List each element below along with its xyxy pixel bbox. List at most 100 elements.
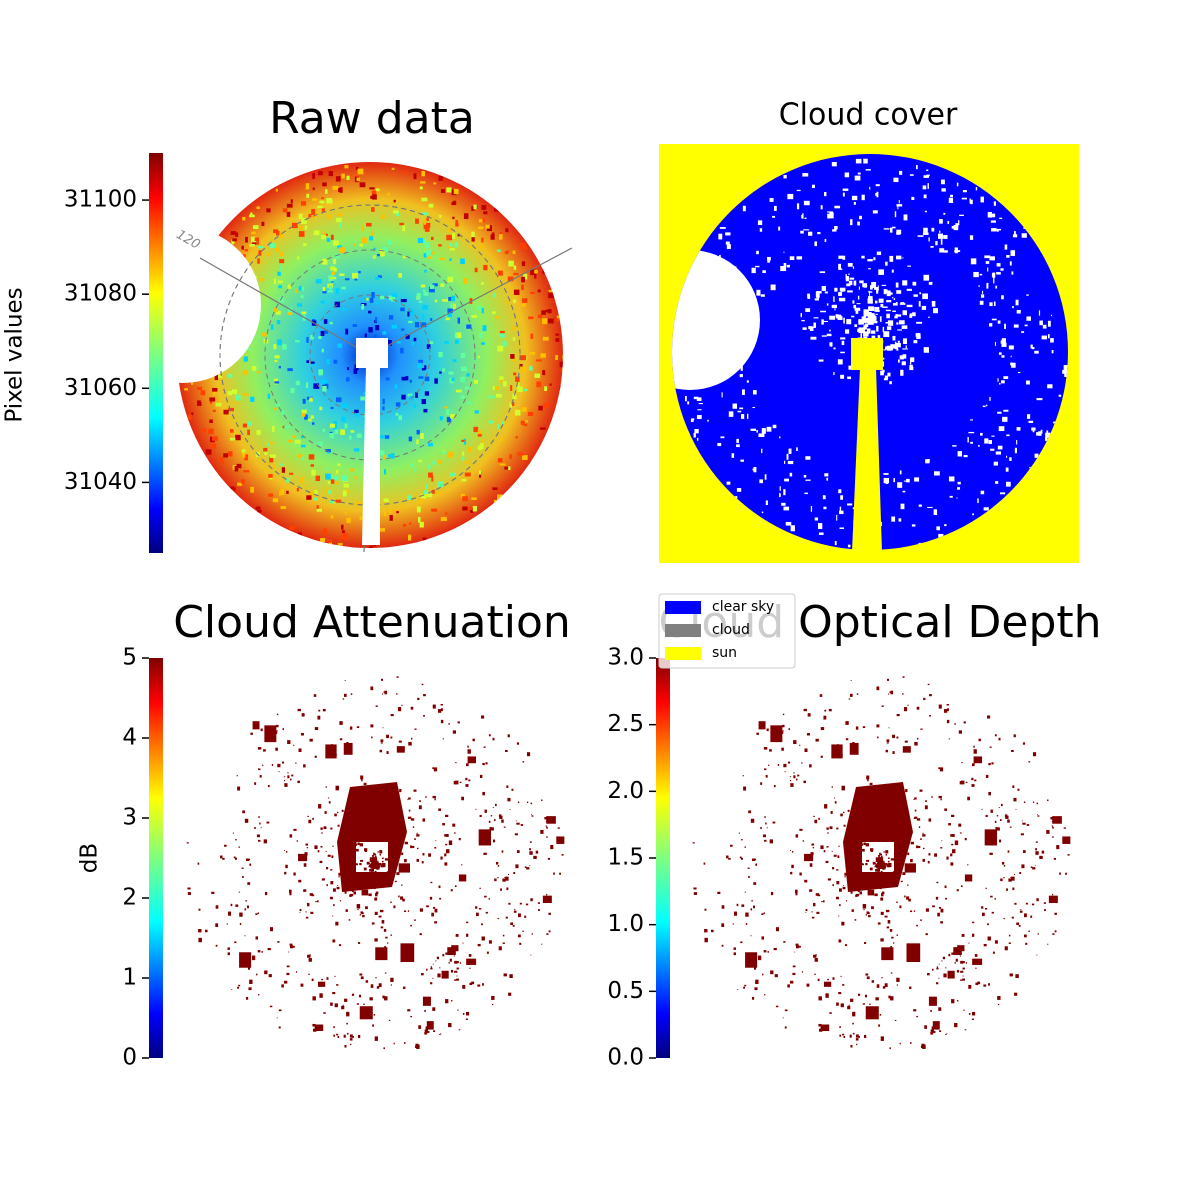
cloud-speck (282, 728, 284, 731)
cloud-speck (892, 734, 895, 739)
speckle (254, 237, 260, 242)
cloud-speck (880, 897, 884, 901)
cloud-speck (877, 869, 880, 872)
cloud-speck (865, 973, 869, 976)
cloud-speck (933, 509, 938, 515)
speckle (341, 524, 344, 530)
cloud-speck (832, 977, 835, 980)
cloud-speck (925, 908, 929, 912)
cloud-speck (795, 834, 799, 838)
cloud-speck (813, 322, 817, 328)
speckle (370, 230, 374, 237)
speckle (326, 539, 333, 543)
cloud-speck (293, 744, 295, 746)
cloud-speck (1013, 231, 1016, 237)
cloud-speck (869, 782, 873, 786)
speckle (479, 245, 483, 249)
cloud-speck (845, 738, 849, 741)
cloud-speck (944, 885, 947, 889)
cloud-speck (197, 862, 200, 865)
cloud-speck (380, 815, 384, 819)
cloud-speck (261, 951, 264, 953)
speckle (430, 236, 434, 240)
cloud-speck (412, 826, 415, 829)
speckle (351, 547, 357, 548)
speckle (390, 453, 395, 459)
speckle (411, 342, 415, 346)
speckle (287, 368, 293, 372)
cloud-speck (482, 762, 485, 766)
speckle (521, 276, 525, 283)
cloud-speck (744, 984, 747, 987)
speckle (493, 499, 498, 504)
cloud-speck (875, 863, 877, 864)
cloud-speck (766, 728, 769, 732)
cloud-speck (1023, 801, 1026, 804)
cloud-speck (1051, 825, 1054, 827)
cloud-speck (829, 329, 831, 332)
speckle (424, 376, 430, 382)
cloud-speck (1035, 841, 1038, 843)
cloud-speck (1067, 854, 1070, 856)
cloud-speck (278, 771, 280, 773)
speckle (396, 341, 401, 344)
speckle (286, 211, 291, 217)
speckle (339, 222, 342, 228)
speckle (330, 500, 336, 504)
speckle (313, 230, 320, 236)
cloud-speck (975, 982, 979, 986)
cloud-speck (925, 459, 930, 464)
cloud-speck (902, 354, 907, 359)
cloud-speck (909, 986, 912, 989)
cloud-speck (978, 285, 980, 288)
speckle (382, 246, 389, 253)
cloud-speck (789, 256, 795, 261)
cloud-speck (454, 979, 457, 981)
cloud-speck (863, 842, 866, 846)
speckle (492, 292, 496, 298)
speckle (415, 392, 418, 398)
cloud-speck (337, 1035, 340, 1038)
cloud-speck (738, 328, 741, 330)
cloud-speck (343, 851, 346, 852)
cloud-speck (745, 282, 747, 289)
speckle (350, 430, 355, 433)
cloud-speck (754, 265, 760, 268)
cloud-speck (507, 734, 510, 738)
cloud-speck (909, 910, 913, 913)
cloud-speck (860, 837, 862, 838)
speckle (310, 415, 314, 419)
cloud-speck (890, 344, 897, 349)
speckle (271, 426, 275, 432)
speckle (439, 215, 442, 218)
speckle (438, 460, 442, 464)
cloud-speck (817, 523, 823, 530)
cloud-speck (522, 761, 525, 763)
cloud-speck (809, 326, 814, 331)
speckle (273, 463, 276, 469)
cloud-speck (372, 861, 376, 863)
cloud-speck (848, 280, 853, 285)
speckle (477, 433, 482, 437)
cloud-speck (305, 843, 309, 846)
cloud-speck (820, 845, 824, 850)
speckle (447, 308, 453, 313)
cloud-speck (1046, 430, 1049, 434)
speckle (245, 236, 248, 243)
speckle (407, 393, 413, 397)
cloud-speck (810, 852, 814, 856)
cloud-speck (370, 869, 373, 871)
speckle (287, 307, 293, 313)
speckle (255, 506, 261, 510)
cloud-speck (360, 820, 364, 824)
speckle (241, 245, 244, 250)
cloud-speck (887, 860, 890, 863)
cloud-speck (773, 205, 777, 211)
cloud-speck (517, 801, 520, 804)
cloud-speck (997, 1003, 1000, 1006)
cloud-speck (453, 781, 457, 785)
cloud-speck (249, 979, 253, 984)
cloud-speck (906, 478, 910, 483)
cloud-speck (312, 1023, 316, 1027)
speckle (434, 378, 438, 384)
